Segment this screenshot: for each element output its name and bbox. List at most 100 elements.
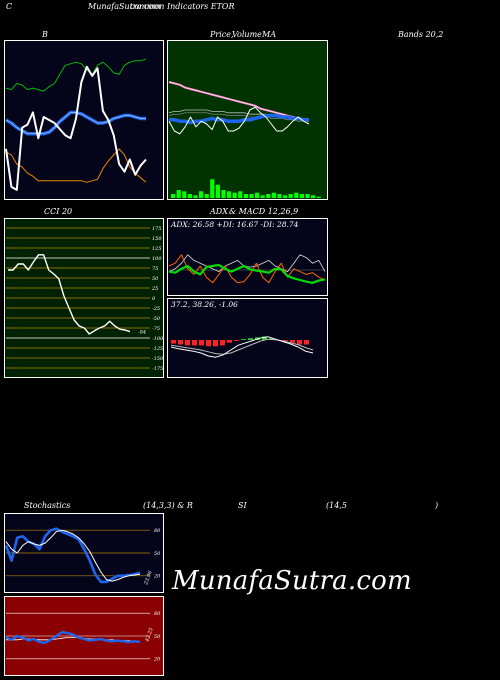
cci-tick-label: -25 xyxy=(152,306,160,312)
bollinger-panel xyxy=(4,40,164,200)
band-lower-line xyxy=(5,148,147,183)
cci-tick-label: 50 xyxy=(152,276,159,282)
volume-bar xyxy=(277,194,282,198)
adx-chart: ADX: 26.58 +DI: 16.67 -DI: 28.74 xyxy=(167,218,328,296)
stoch-label: Stochastics xyxy=(24,501,71,510)
stoch-params-label: (14,3,3) & R xyxy=(143,501,193,510)
price-volume-chart xyxy=(167,40,328,200)
macd-histogram-bar xyxy=(297,340,302,345)
macd-histogram-bar xyxy=(213,340,218,347)
cci-tick-label: 150 xyxy=(152,236,162,242)
volume-bar xyxy=(215,184,220,198)
rsi-tick-label: 50 xyxy=(154,634,161,640)
volume-bar xyxy=(182,191,187,198)
stoch-tick-label: 50 xyxy=(154,551,161,557)
rsi-line xyxy=(5,631,141,644)
c-label: C xyxy=(6,2,13,11)
macd-histogram-bar xyxy=(199,340,204,346)
volume-bar xyxy=(210,179,215,198)
volume-bar xyxy=(227,191,232,198)
watermark: MunafaSutra.com xyxy=(172,566,412,596)
rsi-panel: 80 50 20 42.25 xyxy=(4,596,164,676)
volume-bar xyxy=(232,192,237,198)
stoch-panel: 80 50 20 23.96 xyxy=(4,513,164,593)
macd-readout: 37.2, 38.26, -1.06 xyxy=(171,300,238,309)
volume-bar xyxy=(271,192,276,198)
rsi-last-value: 42.25 xyxy=(144,627,155,643)
cci-tick-label: -75 xyxy=(152,326,160,332)
volume-bar xyxy=(294,192,299,198)
macd-histogram-bar xyxy=(290,340,295,343)
macd-histogram-bar xyxy=(234,340,239,341)
macd-signal-line xyxy=(170,338,314,355)
bollinger-b-label: B xyxy=(42,30,48,39)
price-title-c: MA xyxy=(262,30,276,39)
adx-readout: ADX: 26.58 +DI: 16.67 -DI: 28.74 xyxy=(170,220,299,229)
volume-bar xyxy=(316,196,321,198)
price-title-b: Volume xyxy=(232,30,262,39)
cci-label: CCI 20 xyxy=(44,207,73,216)
rsi-tick-label: 20 xyxy=(153,657,161,663)
volume-bar xyxy=(305,194,310,198)
volume-bar xyxy=(249,194,254,198)
volume-bar xyxy=(299,194,304,198)
macd-histogram-bar xyxy=(206,340,211,347)
volume-bar xyxy=(204,194,209,198)
volume-bar xyxy=(266,194,271,198)
volume-bar xyxy=(171,194,176,198)
macd-panel: 37.2, 38.26, -1.06 xyxy=(167,298,328,378)
cci-tick-label: 0 xyxy=(152,296,156,302)
volume-bar xyxy=(193,195,198,198)
cci-chart: 175 150 125 100 75 50 25 0 -25 -50 -75 -100 -125 -150… xyxy=(4,218,164,378)
ma-pink-highlight xyxy=(168,81,310,122)
cci-tick-label: 175 xyxy=(152,226,162,232)
cci-tick-label: -175 xyxy=(152,366,163,372)
volume-bar xyxy=(260,195,265,198)
bollinger-bands-label: Bands 20,2 xyxy=(398,30,444,39)
bollinger-chart xyxy=(4,40,164,200)
macd-histogram-bar xyxy=(220,340,225,346)
macd-histogram-bar xyxy=(192,340,197,346)
macd-histogram-bar xyxy=(171,340,176,344)
adx-panel: ADX: 26.58 +DI: 16.67 -DI: 28.74 xyxy=(167,218,328,296)
macd-histogram-bar xyxy=(304,340,309,345)
panel-background xyxy=(167,298,328,378)
volume-bar xyxy=(311,195,316,198)
price-line xyxy=(168,106,310,135)
cci-tick-label: 125 xyxy=(152,246,162,252)
price-panel xyxy=(167,40,328,200)
price-title-a: Price, xyxy=(210,30,234,39)
cci-last-value: -84 xyxy=(138,330,146,336)
volume-bar xyxy=(243,194,248,198)
volume-bar xyxy=(176,190,181,198)
volume-bar xyxy=(255,192,260,198)
chart-subtitle: common Indicators ETOR xyxy=(130,2,235,11)
cci-tick-label: -50 xyxy=(152,316,161,322)
price-line xyxy=(5,65,147,191)
cci-tick-label: 75 xyxy=(152,266,158,272)
rsi-tick-label: 80 xyxy=(154,611,161,617)
panel-background xyxy=(167,218,328,296)
cci-line xyxy=(8,254,131,335)
macd-histogram-bar xyxy=(227,340,232,343)
volume-bar xyxy=(199,191,204,198)
macd-histogram-bar xyxy=(178,340,183,345)
site-title: MunafaSutra.com xyxy=(88,2,161,11)
ma-blue-line xyxy=(169,113,309,125)
ma-grey-line-2 xyxy=(168,112,309,122)
macd-histogram-bar xyxy=(283,340,288,341)
macd-chart: 37.2, 38.26, -1.06 xyxy=(167,298,328,378)
stoch-tick-label: 80 xyxy=(154,528,161,534)
volume-bar xyxy=(221,190,226,198)
adx-label: ADX xyxy=(210,207,228,216)
rsi-params-label: (14,5 xyxy=(326,501,347,510)
rsi-label: SI xyxy=(238,501,247,510)
cci-tick-label: 25 xyxy=(151,286,158,292)
cci-tick-label: -125 xyxy=(152,346,163,352)
volume-bar xyxy=(283,195,288,198)
adx-line xyxy=(168,263,326,284)
macd-histogram-bar xyxy=(241,339,246,340)
rsi-chart: 80 50 20 42.25 xyxy=(4,596,164,676)
macd-histogram-bar xyxy=(248,338,253,340)
